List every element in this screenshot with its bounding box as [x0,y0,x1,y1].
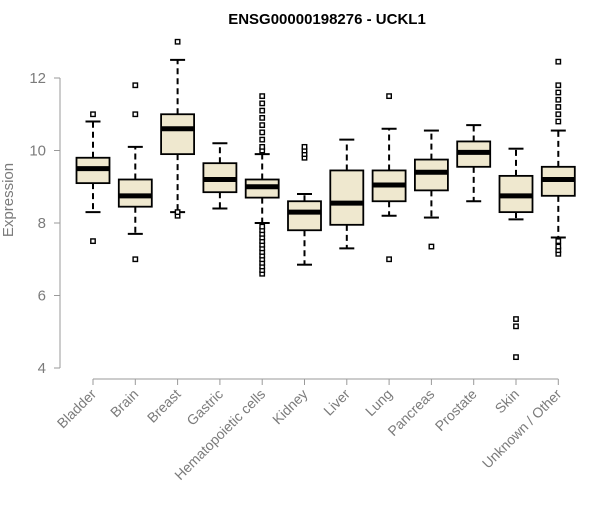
y-tick-label: 6 [38,288,46,305]
box-rect [117,178,153,208]
outlier-point [132,256,139,263]
x-tick-label: Pancreas [384,386,437,439]
outlier-point [301,143,308,150]
outlier-point [259,114,266,121]
y-tick-label: 10 [29,143,46,160]
x-tick-label: Liver [320,386,353,419]
outlier-point [259,100,266,107]
outlier-point [513,354,519,361]
outlier-point [555,96,562,103]
box-group [117,82,153,263]
outlier-point [174,209,181,216]
outlier-point [555,238,562,245]
x-tick-label: Kidney [269,386,311,428]
outlier-point [259,93,266,100]
outlier-point [259,143,266,150]
x-tick-label: Brain [107,386,141,420]
outlier-point [259,129,266,136]
outlier-point [555,58,562,65]
box-rect [160,113,196,156]
box-group [75,111,111,245]
box-group [202,142,238,210]
box-group [540,58,576,257]
x-tick-label: Breast [144,386,184,426]
outlier-point [555,243,562,250]
outlier-point [386,93,392,100]
box-group [456,124,492,203]
outlier-point [555,111,562,118]
box-group [371,93,407,263]
outlier-point [513,323,519,330]
outlier-point [513,316,519,322]
x-tick-label: Lung [362,386,395,419]
x-tick-label: Bladder [54,386,100,432]
outlier-point [259,107,266,114]
outlier-point [555,118,562,125]
outlier-point [259,122,266,129]
outlier-point [90,238,96,245]
outlier-point [386,256,392,263]
outlier-point [90,111,96,118]
box-group [413,129,449,250]
outlier-point [132,82,139,89]
box-rect [329,169,365,226]
outlier-point [555,82,562,89]
outlier-point [174,38,181,45]
x-tick-label: Prostate [432,386,480,434]
outlier-point [555,89,562,96]
box-group [329,138,365,250]
box-group [244,93,280,277]
x-tick-label: Skin [492,386,523,417]
outlier-point [428,243,435,250]
outlier-point [259,223,266,230]
box-group [160,38,196,219]
box-group [498,147,534,361]
y-tick-label: 4 [38,360,46,377]
y-tick-label: 8 [38,215,46,232]
box-rect [413,158,449,192]
outlier-point [555,104,562,110]
box-group [287,143,322,266]
y-axis-label: Expression [0,163,17,237]
box-rect [287,200,322,232]
y-tick-label: 12 [29,70,46,87]
outlier-point [132,111,139,118]
chart-title: ENSG00000198276 - UCKL1 [228,11,426,28]
outlier-point [259,136,266,143]
x-tick-label: Unknown / Other [479,386,565,472]
